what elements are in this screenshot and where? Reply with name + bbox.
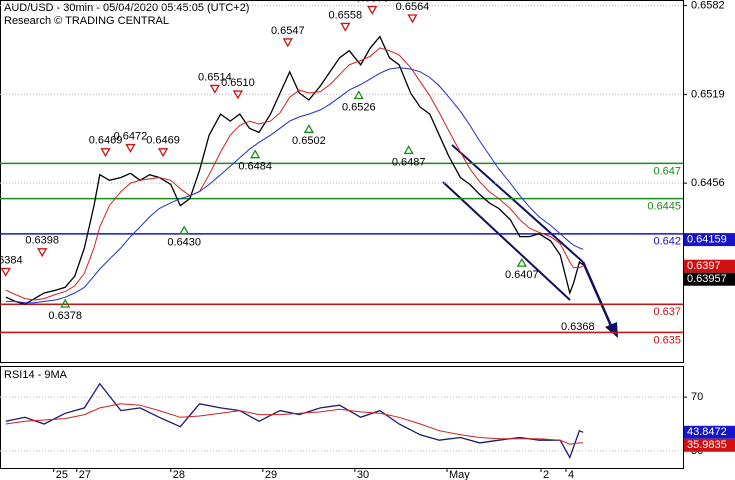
series-line [5, 47, 584, 301]
buy-marker [60, 298, 71, 308]
annotation-label: 0.6526 [342, 101, 376, 113]
price-tag [684, 233, 735, 247]
buy-marker [250, 149, 261, 159]
annotation-label: 0.6368 [561, 321, 595, 333]
sell-marker [282, 38, 293, 48]
level-label: 0.6445 [647, 201, 681, 213]
sell-marker [340, 22, 351, 32]
annotation-label: 0.6570 [355, 0, 389, 4]
level-label: 0.635 [653, 334, 681, 346]
annotation-label: 0.6472 [114, 130, 148, 142]
sell-marker [125, 143, 136, 153]
series-line [5, 67, 584, 304]
x-tick-label: 25 [56, 469, 68, 480]
sell-marker [367, 5, 378, 15]
price-tag [684, 259, 735, 273]
rsi-title: RSI14 - 9MA [4, 369, 68, 381]
price-tag-label: 0.63957 [687, 273, 727, 285]
annotation-label: 0.6398 [25, 235, 59, 247]
x-tick-label: 2 [543, 469, 549, 480]
annotation-label: 0.6510 [221, 77, 255, 89]
level-label: 0.637 [653, 306, 681, 318]
annotation-label: 0.6564 [396, 1, 430, 13]
annotation-label: 0.6514 [198, 71, 232, 83]
buy-marker [403, 145, 414, 155]
y-tick-label: 0.6519 [691, 88, 725, 100]
arrow-head [605, 322, 618, 338]
y-tick-label: 0.6582 [691, 0, 725, 12]
buy-marker [179, 225, 190, 235]
y-tick-label: 70 [691, 391, 703, 403]
sell-marker [209, 84, 220, 94]
series-line [5, 403, 584, 445]
annotation-label: 0.6384 [0, 254, 23, 266]
buy-marker [303, 124, 315, 133]
annotation-label: 0.6484 [238, 161, 272, 173]
price-tag [684, 272, 735, 286]
sell-marker [157, 148, 169, 158]
x-tick-label: May [449, 469, 470, 480]
annotation-label: 0.6469 [146, 135, 180, 147]
x-tick-label: 30 [357, 469, 369, 480]
annotation-label: 0.6378 [48, 310, 82, 322]
buy-marker [353, 90, 364, 100]
price-panel-frame [0, 0, 684, 363]
channel-upper [451, 144, 584, 263]
level-label: 0.642 [653, 236, 681, 248]
series-line [5, 35, 584, 305]
price-tag-label: 43.8472 [687, 426, 727, 438]
price-tag-label: 35.9835 [687, 439, 727, 451]
x-tick-label: 29 [265, 469, 277, 480]
annotation-label: 0.6469 [89, 135, 123, 147]
x-tick-label: 28 [173, 469, 185, 480]
sell-marker [232, 90, 244, 100]
annotation-label: 0.6502 [292, 135, 326, 147]
price-tag-label: 0.64159 [687, 234, 727, 246]
price-tag-label: 0.6397 [687, 260, 721, 272]
level-label: 0.647 [653, 165, 681, 177]
sell-marker [407, 14, 418, 24]
series-line [5, 382, 584, 460]
sell-marker [37, 248, 48, 258]
price-tag [684, 425, 735, 439]
annotation-label: 0.6430 [167, 237, 201, 249]
annotation-label: 0.6407 [505, 269, 539, 281]
annotation-label: 0.6547 [271, 25, 305, 37]
y-tick-label: 0.6456 [691, 177, 725, 189]
annotation-label: 0.6558 [329, 9, 363, 21]
price-tag [684, 438, 735, 452]
channel-lower [442, 181, 571, 301]
annotation-label: 0.6487 [392, 156, 426, 168]
x-tick-label: 4 [568, 469, 574, 480]
buy-marker [516, 257, 527, 267]
sell-marker [0, 267, 11, 277]
x-tick-label: 27 [79, 469, 91, 480]
chart-subtitle: Research © TRADING CENTRAL [4, 15, 169, 27]
sell-marker [100, 148, 111, 158]
projection-arrow [581, 261, 614, 329]
rsi-panel-frame [0, 366, 684, 469]
chart-title: AUD/USD - 30min - 05/04/2020 05:45:05 (U… [4, 2, 249, 14]
